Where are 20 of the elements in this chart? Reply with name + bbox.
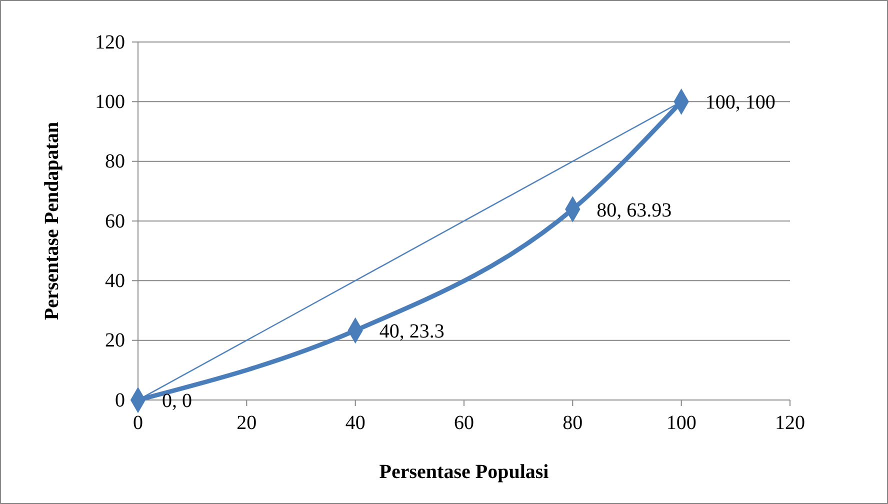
data-label: 80, 63.93 — [596, 199, 672, 222]
x-axis-title: Persentase Populasi — [379, 461, 550, 483]
y-tick-label: 120 — [95, 31, 125, 54]
y-tick-label: 60 — [105, 210, 125, 232]
x-tick-label: 0 — [133, 412, 143, 434]
y-tick-label: 80 — [105, 150, 125, 173]
y-tick-label: 100 — [95, 91, 125, 114]
data-label: 40, 23.3 — [379, 320, 444, 342]
x-tick-label: 60 — [454, 412, 474, 434]
y-tick-label: 40 — [105, 270, 125, 292]
y-tick-label: 20 — [105, 330, 125, 352]
x-tick-label: 80 — [562, 412, 583, 434]
y-axis-title: Persentase Pendapatan — [41, 122, 63, 320]
x-tick-label: 100 — [666, 412, 696, 434]
data-label: 0, 0 — [162, 390, 192, 412]
x-tick-label: 120 — [775, 412, 805, 434]
y-tick-label: 0 — [115, 389, 125, 412]
x-tick-label: 20 — [236, 412, 257, 434]
data-label: 100, 100 — [705, 92, 776, 114]
x-tick-label: 40 — [345, 412, 366, 434]
